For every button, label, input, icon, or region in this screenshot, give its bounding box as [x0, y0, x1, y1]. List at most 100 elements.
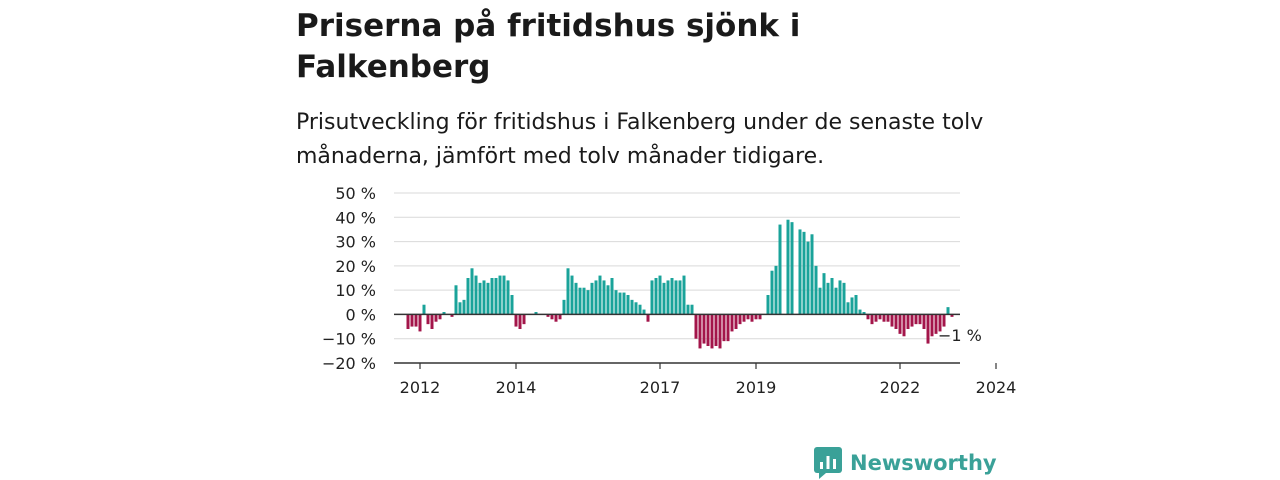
bar — [818, 287, 822, 315]
chart-subtitle: Prisutveckling för fritidshus i Falkenbe… — [296, 110, 984, 169]
bar — [594, 280, 598, 315]
bar — [910, 314, 914, 327]
bar — [490, 278, 494, 315]
bar — [522, 314, 526, 325]
bar — [546, 314, 550, 317]
bar — [578, 287, 582, 315]
bar — [454, 285, 458, 315]
bar — [418, 314, 422, 332]
bar — [774, 265, 778, 315]
bar — [930, 314, 934, 337]
bar — [874, 314, 878, 322]
bar — [430, 314, 434, 329]
annotations: −1 % — [936, 324, 984, 347]
bar — [646, 314, 650, 322]
bar — [882, 314, 886, 322]
bar — [934, 314, 938, 334]
bar — [758, 314, 762, 320]
bar — [702, 314, 706, 344]
bar — [682, 275, 686, 315]
bar — [726, 314, 730, 342]
bar — [838, 280, 842, 315]
bar — [858, 309, 862, 315]
bar — [474, 275, 478, 315]
bar — [738, 314, 742, 325]
bar — [634, 302, 638, 315]
axes — [394, 313, 997, 369]
bar — [802, 231, 806, 315]
x-axis-labels: 2012 2014 2017 2019 2022 2024 — [400, 378, 1017, 397]
bar — [562, 299, 566, 315]
bar — [698, 314, 702, 349]
bar — [866, 314, 870, 320]
bar — [862, 312, 866, 315]
bar — [798, 229, 802, 315]
chart-title: Priserna på fritidshus sjönk i Falkenber… — [296, 8, 801, 85]
bar — [842, 282, 846, 315]
bar — [442, 312, 446, 315]
bar — [878, 314, 882, 320]
bar — [574, 282, 578, 315]
bar — [918, 314, 922, 325]
bar — [558, 314, 562, 320]
bar — [942, 314, 946, 327]
bar — [742, 314, 746, 322]
bar — [466, 278, 470, 315]
bar — [586, 290, 590, 315]
x-tick-label: 2022 — [880, 378, 921, 397]
bar — [654, 278, 658, 315]
bar — [598, 275, 602, 315]
bar — [494, 278, 498, 315]
bar — [514, 314, 518, 327]
bar — [630, 299, 634, 315]
bar — [502, 275, 506, 315]
bar — [946, 307, 950, 315]
bar — [750, 314, 754, 322]
bar — [950, 314, 954, 317]
bar — [622, 292, 626, 315]
newsworthy-logo-icon — [814, 447, 842, 479]
y-tick-label: 40 % — [335, 208, 376, 227]
bar — [498, 275, 502, 315]
bar — [606, 285, 610, 315]
bar — [810, 234, 814, 315]
bar — [614, 290, 618, 315]
y-tick-label: −20 % — [322, 354, 376, 373]
x-tick-label: 2014 — [496, 378, 537, 397]
bar — [426, 314, 430, 325]
bar — [694, 314, 698, 339]
bar — [582, 287, 586, 315]
bar — [642, 309, 646, 315]
bar — [706, 314, 710, 346]
bar — [670, 278, 674, 315]
bar — [618, 292, 622, 315]
y-tick-label: 50 % — [335, 184, 376, 203]
x-tick-label: 2017 — [640, 378, 681, 397]
bar — [566, 268, 570, 315]
bar — [626, 295, 630, 315]
last-value-label: −1 % — [938, 326, 982, 345]
bar — [462, 299, 466, 315]
bar — [650, 280, 654, 315]
bar — [938, 314, 942, 332]
bar — [506, 280, 510, 315]
bar — [610, 278, 614, 315]
y-tick-label: 30 % — [335, 233, 376, 252]
bar — [478, 282, 482, 315]
bar — [710, 314, 714, 349]
bar — [486, 282, 490, 315]
bar — [870, 314, 874, 325]
bar — [922, 314, 926, 329]
bar — [714, 314, 718, 346]
bar — [602, 280, 606, 315]
bar — [590, 282, 594, 315]
bar — [822, 273, 826, 315]
bar — [422, 304, 426, 315]
y-axis-labels: 50 % 40 % 30 % 20 % 10 % 0 % −10 % −20 % — [322, 184, 376, 373]
bar — [470, 268, 474, 315]
bar — [534, 312, 538, 315]
y-tick-label: −10 % — [322, 330, 376, 349]
bar — [718, 314, 722, 349]
bar — [658, 275, 662, 315]
